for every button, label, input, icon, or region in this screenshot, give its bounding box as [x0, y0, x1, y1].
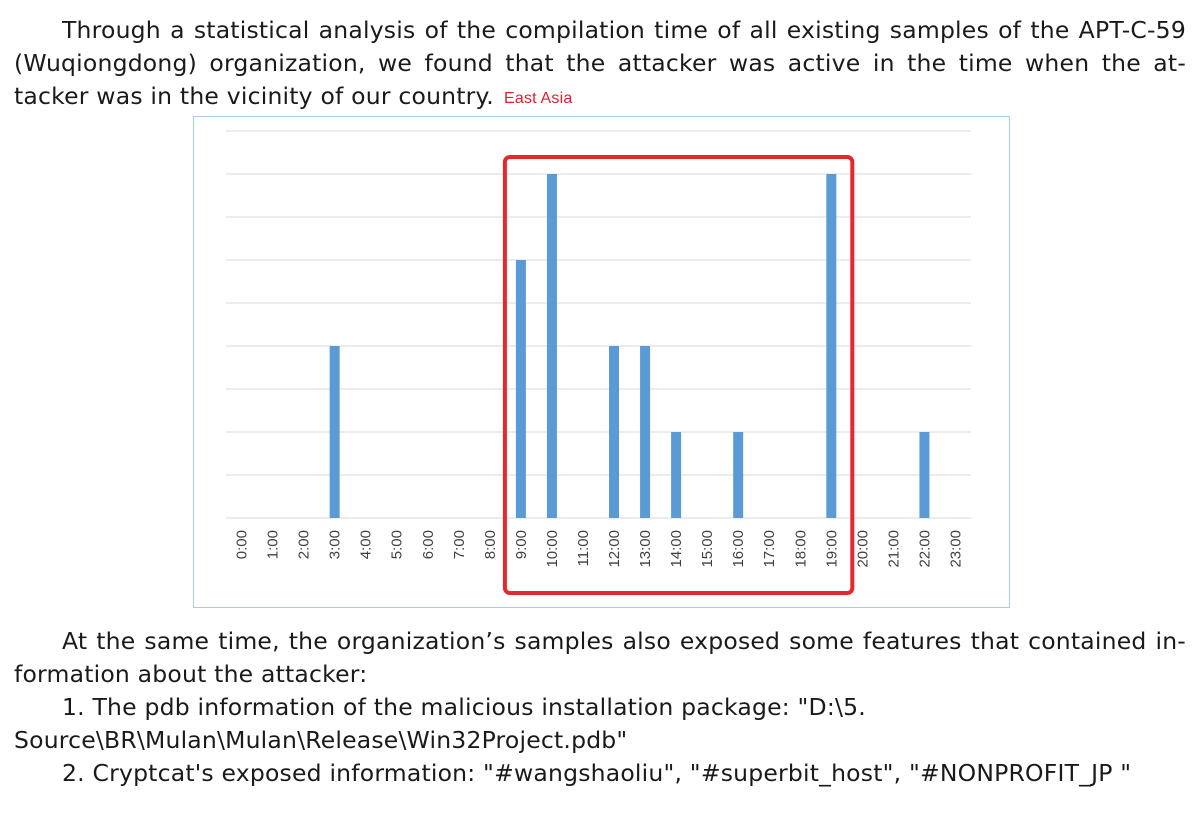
tick-label-21-00: 21:00: [885, 530, 902, 568]
text-line: formation about the attacker:: [14, 660, 368, 688]
tick-label-6-00: 6:00: [420, 530, 437, 559]
tick-label-9-00: 9:00: [513, 530, 530, 559]
tick-label-14-00: 14:00: [668, 530, 685, 568]
tick-label-2-00: 2:00: [296, 530, 313, 559]
compile-time-chart: 0:00 1:00 2:00 3:00 4:00 5:00 6:00 7:00 8:00 9:00…: [193, 116, 1010, 608]
bars: [329, 174, 930, 518]
text-line-content: tacker was in the vicinity of our countr…: [14, 82, 494, 110]
tick-label-7-00: 7:00: [451, 530, 468, 559]
text-line: At the same time, the organization’s sam…: [62, 627, 1186, 655]
highlight-box: [502, 155, 855, 595]
tick-label-23-00: 23:00: [947, 530, 964, 568]
list-item-1-continued: Source\BR\Mulan\Mulan\Release\Win32Proje…: [14, 726, 628, 754]
east-asia-annotation: East Asia: [503, 90, 573, 107]
tick-label-5-00: 5:00: [389, 530, 406, 559]
tick-label-12-00: 12:00: [606, 530, 623, 568]
bar-22-00: [919, 432, 930, 518]
chart-canvas: 0:00 1:00 2:00 3:00 4:00 5:00 6:00 7:00 8:00 9:00…: [226, 130, 971, 595]
intro-paragraph: Through a statistical analysis of the co…: [14, 14, 1186, 115]
bar-3-00: [329, 346, 340, 518]
list-item-2: 2. Cryptcat's exposed information: "#wan…: [62, 759, 1132, 787]
tick-label-11-00: 11:00: [575, 530, 592, 566]
bar-14-00: [671, 432, 682, 518]
tick-label-4-00: 4:00: [358, 530, 375, 559]
bar-13-00: [640, 346, 651, 518]
tick-label-15-00: 15:00: [699, 530, 716, 568]
tick-label-20-00: 20:00: [854, 530, 871, 568]
tick-label-13-00: 13:00: [637, 530, 654, 568]
tick-label-10-00: 10:00: [544, 530, 561, 568]
text-line: (Wuqiongdong) organization, we found tha…: [14, 49, 1186, 77]
tick-label-1-00: 1:00: [265, 530, 282, 559]
bar-12-00: [609, 346, 620, 518]
gridlines: [226, 130, 971, 519]
bar-19-00: [826, 174, 837, 518]
text-line: tacker was in the vicinity of our countr…: [14, 80, 1186, 115]
tick-labels: 0:00 1:00 2:00 3:00 4:00 5:00 6:00 7:00 8:00 9:00…: [234, 530, 965, 568]
bar-9-00: [515, 260, 526, 518]
bar-16-00: [733, 432, 744, 518]
bar-10-00: [546, 174, 557, 518]
tick-label-8-00: 8:00: [482, 530, 499, 559]
tick-label-0-00: 0:00: [234, 530, 251, 559]
tick-label-3-00: 3:00: [327, 530, 344, 559]
features-paragraph: At the same time, the organization’s sam…: [14, 625, 1186, 790]
tick-label-19-00: 19:00: [823, 530, 840, 568]
active-hours-highlight: [502, 155, 855, 595]
tick-label-17-00: 17:00: [761, 530, 778, 568]
text-line: Through a statistical analysis of the co…: [62, 16, 1186, 44]
tick-label-18-00: 18:00: [792, 530, 809, 568]
tick-label-22-00: 22:00: [916, 530, 933, 568]
tick-label-16-00: 16:00: [730, 530, 747, 568]
list-item-1: 1. The pdb information of the malicious …: [62, 693, 866, 721]
